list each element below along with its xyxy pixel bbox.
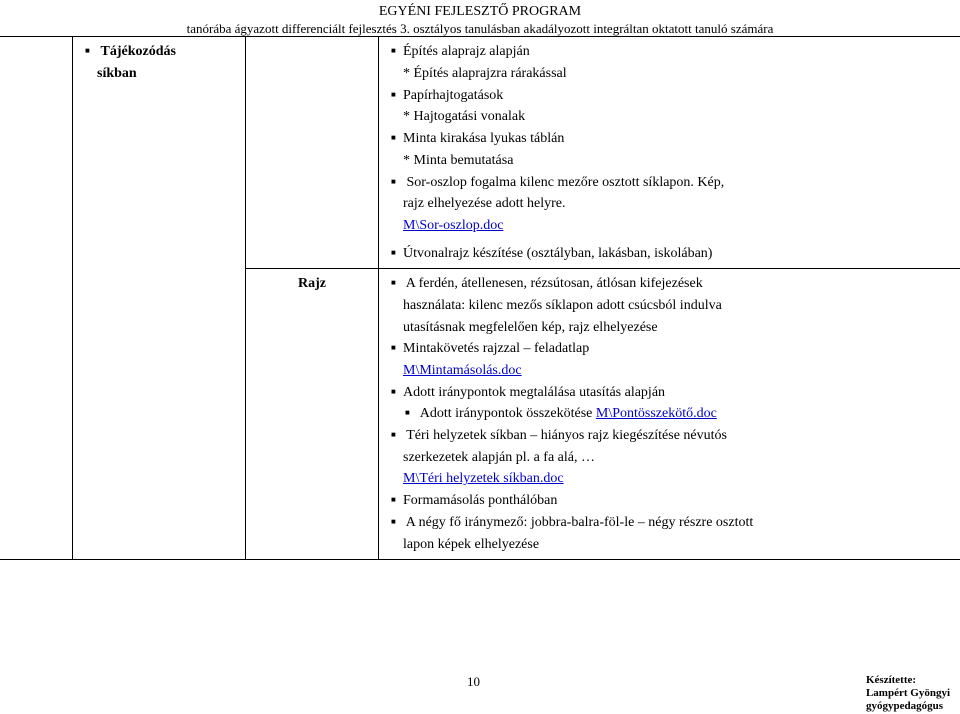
credit-line: Készítette: <box>866 674 950 687</box>
bullet-cont: használata: kilenc mezős síklapon adott … <box>385 295 954 317</box>
page-header: EGYÉNI FEJLESZTŐ PROGRAM tanórába ágyazo… <box>0 0 960 36</box>
main-table-wrap: Tájékozódás síkban Építés alaprajz alapj… <box>0 36 960 560</box>
file-link[interactable]: M\Mintamásolás.doc <box>403 363 522 378</box>
cell-col1 <box>0 37 73 269</box>
bullet-item: Sor-oszlop fogalma kilenc mezőre osztott… <box>403 172 954 194</box>
bullet-cont: szerkezetek alapján pl. a fa alá, … <box>385 447 954 469</box>
bullet-cont: utasításnak megfelelően kép, rajz elhely… <box>385 317 954 339</box>
bullet-text: A ferdén, átellenesen, rézsútosan, átlós… <box>406 276 703 291</box>
bullet-item: Útvonalrajz készítése (osztályban, lakás… <box>403 243 954 265</box>
page-number: 10 <box>0 674 480 690</box>
bullet-item: Papírhajtogatások <box>403 85 954 107</box>
bullet-cont: rajz elhelyezése adott helyre. <box>385 193 954 215</box>
bullet-sub-item: Adott iránypontok összekötése M\Pontössz… <box>417 403 954 425</box>
bullet-cont: lapon képek elhelyezése <box>385 534 954 556</box>
bullet-item: Adott iránypontok megtalálása utasítás a… <box>403 382 954 404</box>
bullet-item: Téri helyzetek síkban – hiányos rajz kie… <box>403 425 954 447</box>
cell-col2: Tájékozódás síkban <box>73 37 246 269</box>
col2-item: Tájékozódás <box>97 41 239 63</box>
bullet-text: A négy fő iránymező: jobbra-balra-föl-le… <box>406 515 754 530</box>
plain-line: * Minta bemutatása <box>385 150 954 172</box>
bullet-sub-text: Adott iránypontok összekötése <box>420 406 596 421</box>
bullet-text: Téri helyzetek síkban – hiányos rajz kie… <box>406 428 727 443</box>
col2-text-line2: síkban <box>79 63 239 85</box>
bullet-text: Sor-oszlop fogalma kilenc mezőre osztott… <box>407 175 725 190</box>
main-table: Tájékozódás síkban Építés alaprajz alapj… <box>0 36 960 560</box>
header-title: EGYÉNI FEJLESZTŐ PROGRAM <box>0 4 960 21</box>
file-link[interactable]: M\Sor-oszlop.doc <box>403 218 503 233</box>
bullet-item: Építés alaprajz alapján <box>403 41 954 63</box>
page: EGYÉNI FEJLESZTŐ PROGRAM tanórába ágyazo… <box>0 0 960 680</box>
bullet-item: A ferdén, átellenesen, rézsútosan, átlós… <box>403 273 954 295</box>
cell-col2 <box>73 269 246 560</box>
link-line: M\Mintamásolás.doc <box>385 360 954 382</box>
table-row: Rajz A ferdén, átellenesen, rézsútosan, … <box>0 269 960 560</box>
bullet-item: Mintakövetés rajzzal – feladatlap <box>403 338 954 360</box>
plain-line: * Építés alaprajzra rárakással <box>385 63 954 85</box>
cell-col4: Építés alaprajz alapján * Építés alapraj… <box>379 37 960 269</box>
table-row: Tájékozódás síkban Építés alaprajz alapj… <box>0 37 960 269</box>
file-link[interactable]: M\Téri helyzetek síkban.doc <box>403 471 564 486</box>
file-link[interactable]: M\Pontösszekötő.doc <box>596 406 717 421</box>
bullet-item: A négy fő iránymező: jobbra-balra-föl-le… <box>403 512 954 534</box>
cell-col1 <box>0 269 73 560</box>
cell-col3 <box>246 37 379 269</box>
plain-line: * Hajtogatási vonalak <box>385 106 954 128</box>
link-line: M\Sor-oszlop.doc <box>385 215 954 237</box>
bullet-item: Minta kirakása lyukas táblán <box>403 128 954 150</box>
header-subtitle: tanórába ágyazott differenciált fejleszt… <box>0 21 960 37</box>
credit-line: gyógypedagógus <box>866 700 950 713</box>
link-line: M\Téri helyzetek síkban.doc <box>385 468 954 490</box>
cell-col4: A ferdén, átellenesen, rézsútosan, átlós… <box>379 269 960 560</box>
cell-col3-label: Rajz <box>246 269 379 560</box>
bullet-item: Formamásolás ponthálóban <box>403 490 954 512</box>
credit-line: Lampért Gyöngyi <box>866 687 950 700</box>
col2-text-bold: Tájékozódás <box>101 44 176 59</box>
